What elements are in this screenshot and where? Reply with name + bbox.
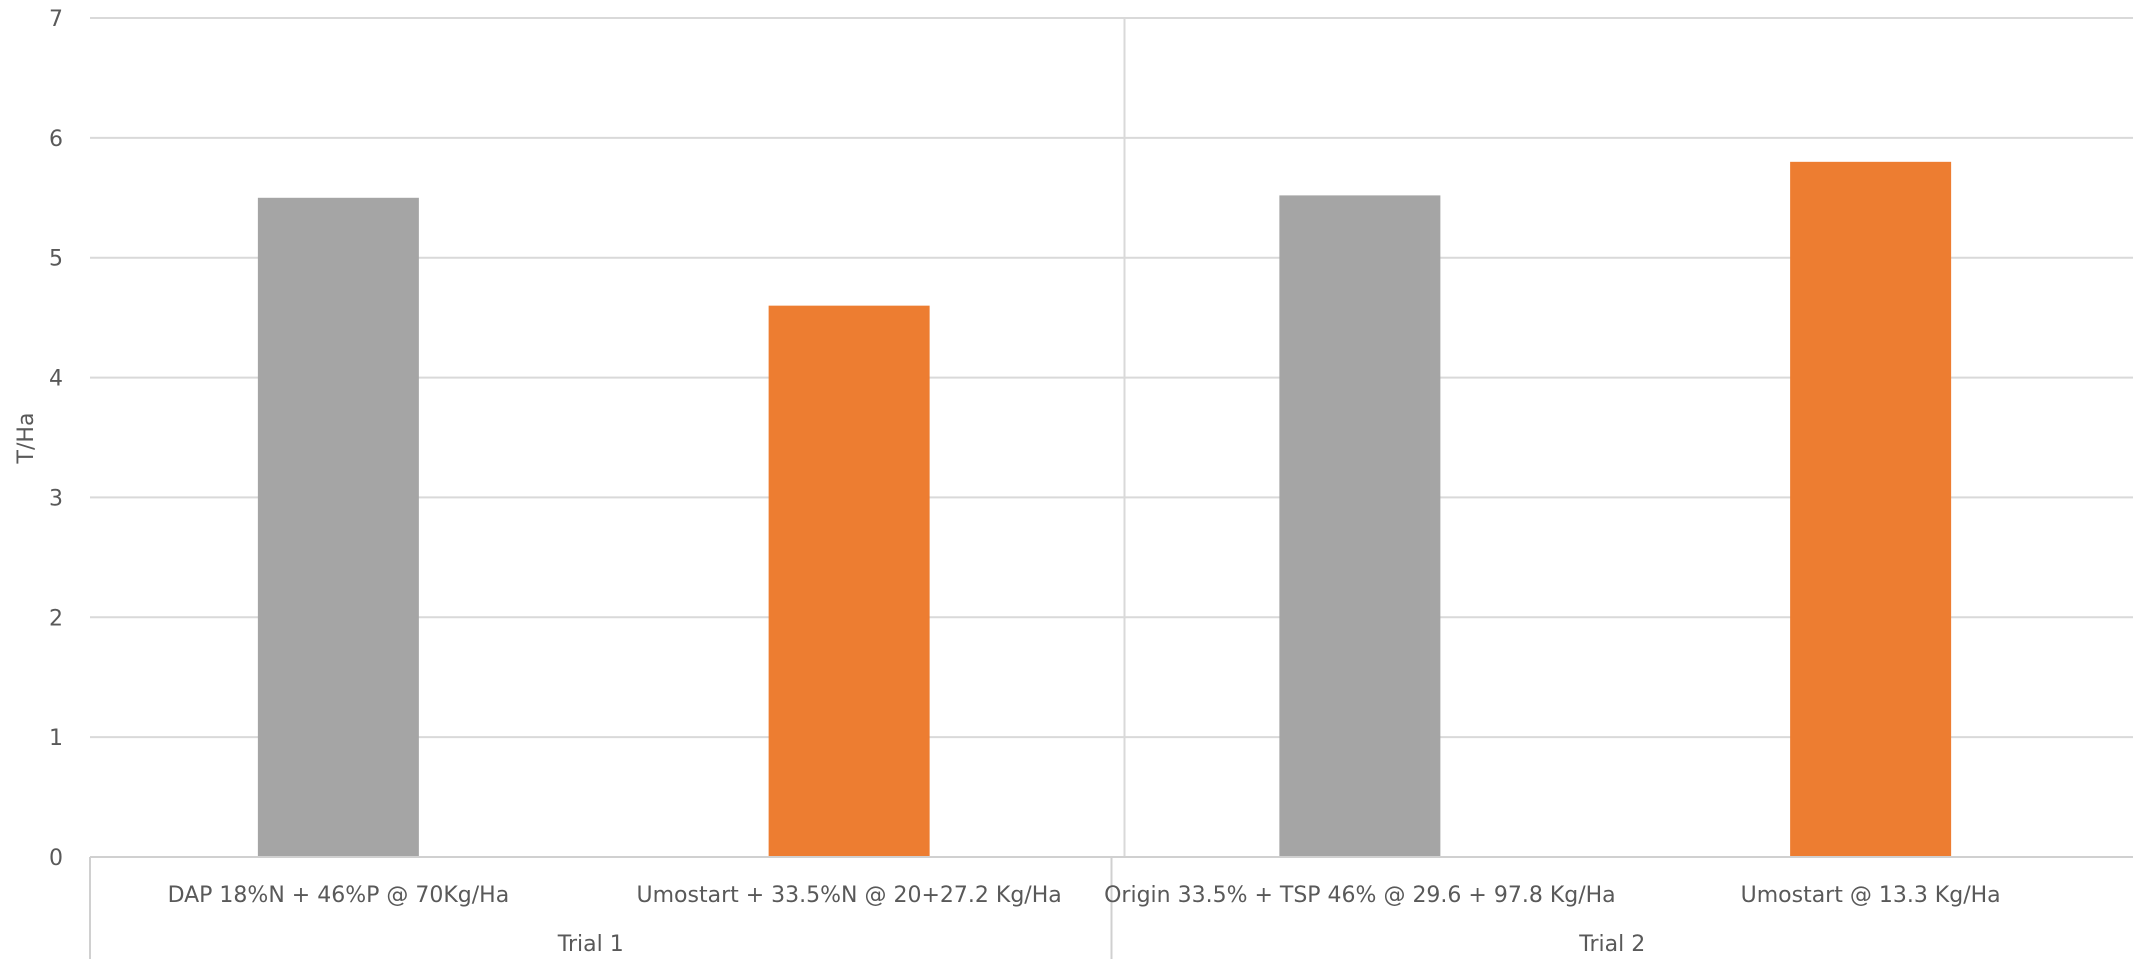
gridlines (90, 17, 2133, 857)
y-tick-label-4: 4 (49, 367, 63, 392)
y-tick-label-2: 2 (49, 606, 63, 631)
y-tick-label-7: 7 (49, 7, 63, 32)
category-label-4: Umostart @ 13.3 Kg/Ha (1741, 883, 2001, 908)
group-label-2: Trial 2 (1578, 932, 1645, 957)
y-tick-label-6: 6 (49, 127, 63, 152)
bars (257, 161, 1952, 858)
axes (89, 856, 2133, 959)
bar-4 (1790, 161, 1952, 858)
y-tick-label-0: 0 (49, 846, 63, 871)
y-tick-label-5: 5 (49, 247, 63, 272)
group-label-1: Trial 1 (557, 932, 624, 957)
category-label-3: Origin 33.5% + TSP 46% @ 29.6 + 97.8 Kg/… (1104, 883, 1616, 908)
labels: 0 1 2 3 4 5 6 7 DAP 18%N + 46%P @ 70Kg/Ha Umostar… (49, 7, 2001, 957)
y-axis-title: T/Ha (14, 413, 39, 465)
bar-1 (257, 197, 419, 858)
bar-2 (768, 305, 930, 858)
y-tick-label-3: 3 (49, 486, 63, 511)
category-label-2: Umostart + 33.5%N @ 20+27.2 Kg/Ha (637, 883, 1062, 908)
y-tick-label-1: 1 (49, 726, 63, 751)
bar-3 (1279, 195, 1441, 858)
category-label-1: DAP 18%N + 46%P @ 70Kg/Ha (168, 883, 510, 908)
